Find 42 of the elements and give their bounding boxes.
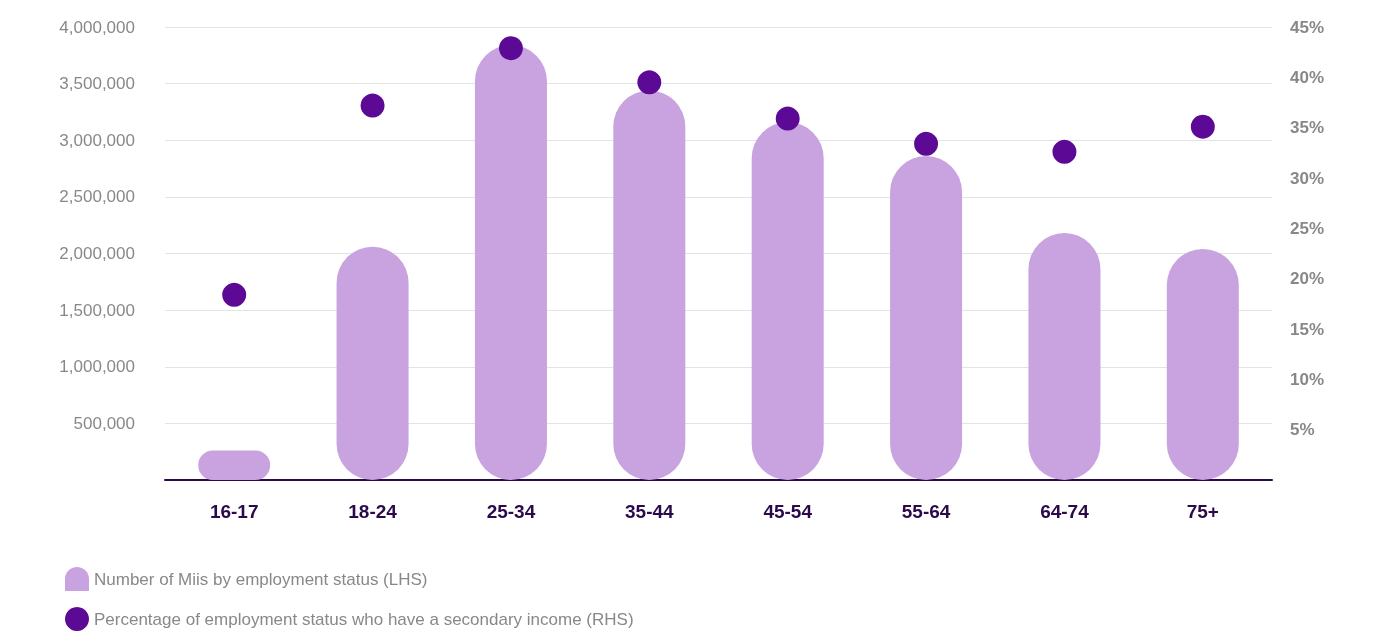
y-tick-label: 4,000,000: [59, 17, 135, 37]
x-tick-label: 16-17: [209, 501, 259, 522]
y-tick-label: 1,500,000: [59, 300, 135, 320]
point: [637, 70, 662, 95]
x-tick-label: 18-24: [348, 501, 398, 522]
y2-tick-label: 40%: [1290, 67, 1325, 87]
y-tick-label: 500,000: [73, 413, 135, 433]
y-tick-label: 3,500,000: [59, 74, 135, 94]
point: [498, 36, 523, 61]
bar: [1028, 233, 1101, 480]
point: [360, 93, 385, 118]
x-tick-label: 35-44: [625, 501, 675, 522]
y2-tick-label: 5%: [1290, 420, 1315, 440]
y2-tick-label: 35%: [1290, 118, 1325, 138]
x-tick-label: 64-74: [1040, 501, 1090, 522]
point: [222, 282, 247, 307]
point: [775, 106, 800, 131]
x-tick-label: 45-54: [763, 501, 813, 522]
y-tick-label: 2,500,000: [59, 187, 135, 207]
y2-tick-label: 10%: [1290, 369, 1325, 389]
y2-tick-label: 45%: [1290, 17, 1325, 37]
point: [914, 131, 939, 156]
y-tick-label: 2,000,000: [59, 244, 135, 263]
y-tick-label: 1,000,000: [59, 357, 135, 377]
x-tick-label: 55-64: [901, 501, 951, 522]
y-tick-label: 3,000,000: [59, 130, 135, 150]
bar: [751, 122, 824, 480]
y2-tick-label: 20%: [1290, 269, 1325, 289]
x-tick-label: 75+: [1186, 501, 1219, 522]
bar: [1166, 248, 1239, 480]
bar: [613, 90, 686, 480]
point: [1052, 139, 1077, 164]
y2-tick-label: 25%: [1290, 218, 1325, 238]
y2-tick-label: 30%: [1290, 168, 1325, 188]
x-tick-label: 25-34: [486, 501, 536, 522]
y2-tick-label: 15%: [1290, 319, 1325, 339]
legend-label: Percentage of employment status who have a secondary income (RHS): [94, 609, 634, 629]
point: [1190, 114, 1215, 139]
bar: [890, 156, 963, 480]
bar: [474, 45, 547, 480]
legend-label: Number of Miis by employment status (LHS): [94, 569, 428, 589]
bar: [336, 246, 409, 480]
